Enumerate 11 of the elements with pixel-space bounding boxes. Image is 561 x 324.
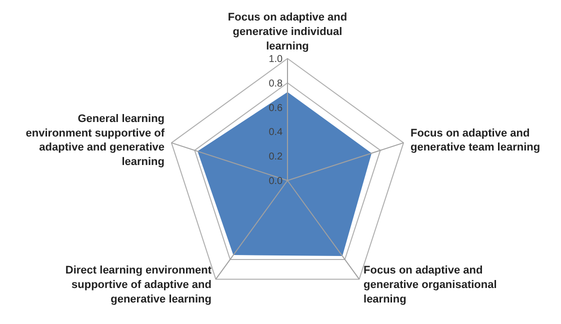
y-tick-label: 0.0: [268, 176, 284, 187]
y-tick-label: 0.4: [268, 127, 284, 138]
spoke-label: Direct learning environment supportive of adaptive and generative learning: [65, 264, 212, 306]
y-tick-label: 0.2: [268, 152, 284, 163]
y-tick-label: 0.6: [268, 102, 284, 114]
spoke-label: Focus on adaptive and generative individual learning: [228, 12, 348, 52]
spoke-label: Focus on adaptive and generative team learning: [410, 127, 540, 154]
y-tick-label: 1.0: [268, 54, 284, 65]
spoke-label: General learning environment supportive of adaptive and generative learning: [26, 112, 165, 168]
spoke-label: Focus on adaptive and generative organisational learning: [364, 264, 497, 306]
y-tick-label: 0.8: [268, 78, 284, 90]
